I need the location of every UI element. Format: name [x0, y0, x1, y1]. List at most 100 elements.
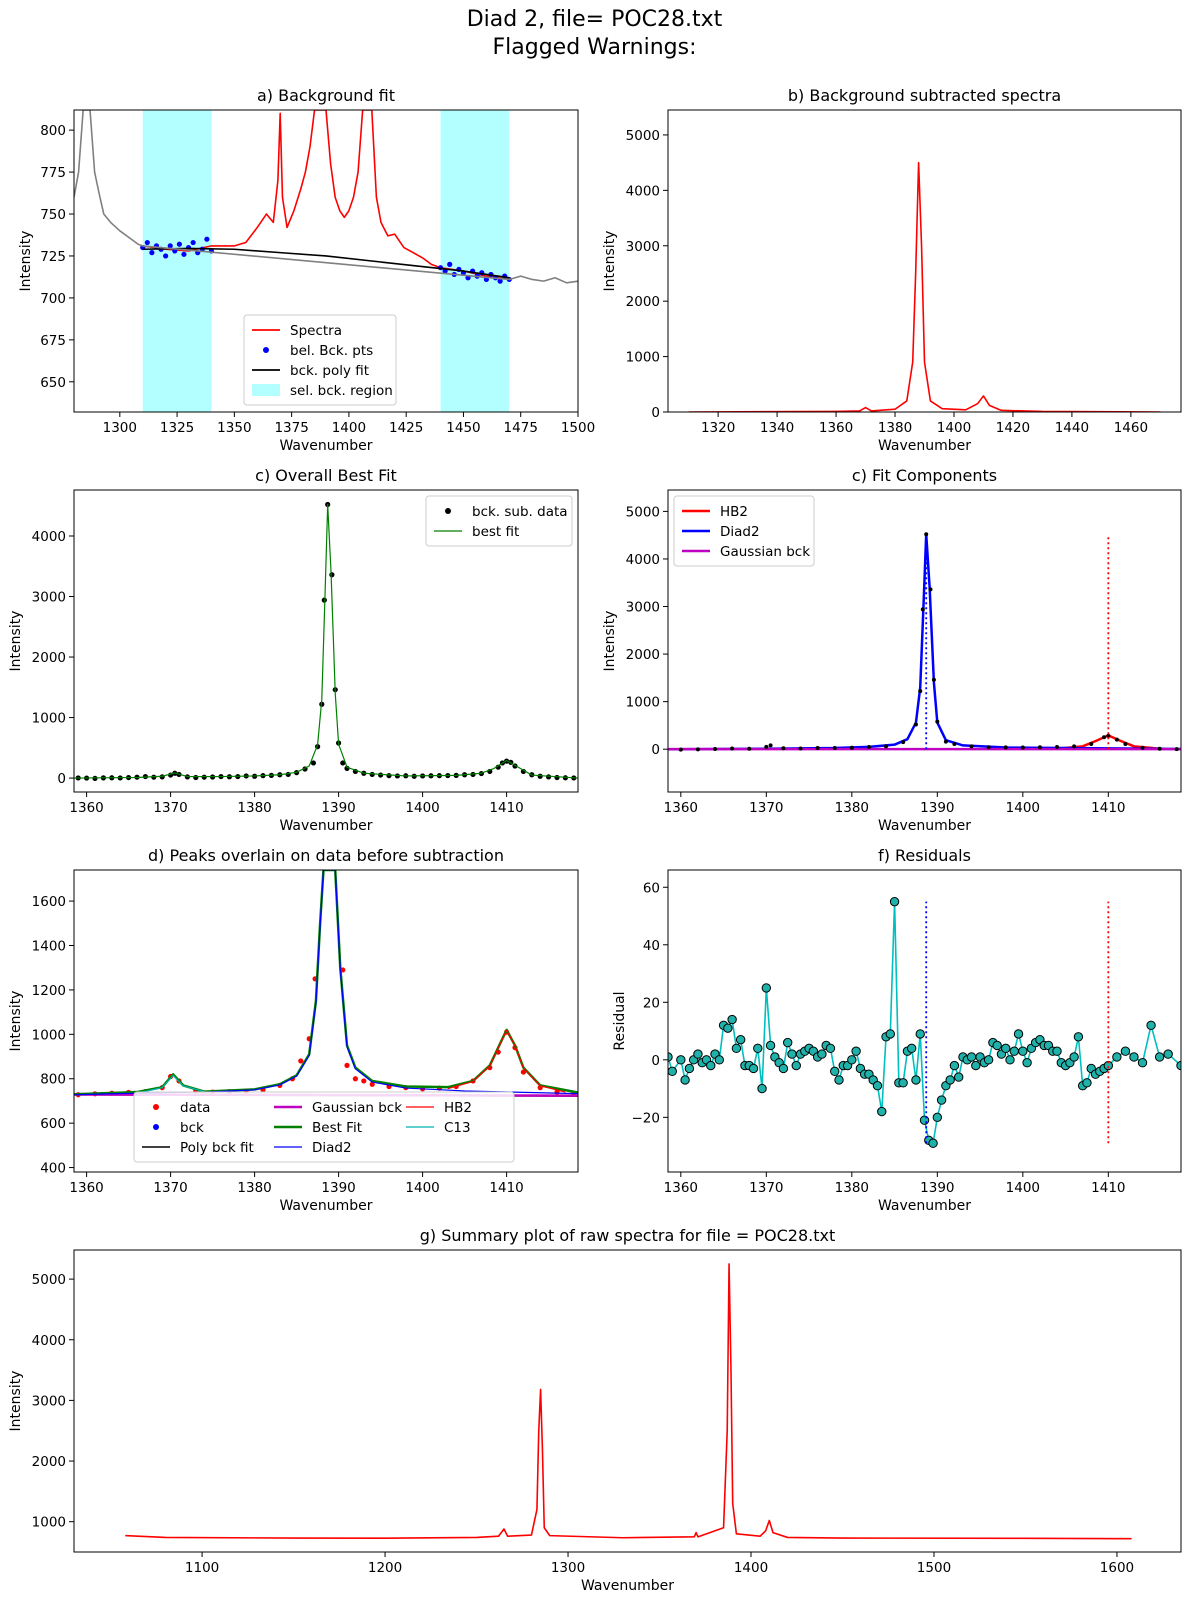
y-tick-label: 2000 [32, 1454, 66, 1470]
data-point [352, 1076, 358, 1082]
x-tick-label: 1340 [760, 420, 794, 436]
data-point [928, 587, 933, 592]
plot-area [668, 532, 1181, 752]
data-point [713, 746, 718, 751]
data-point [695, 747, 700, 752]
residual-point [1154, 1052, 1165, 1062]
data-point [310, 760, 316, 766]
y-tick-label: 60 [643, 880, 660, 896]
x-tick-label: 1400 [1006, 800, 1040, 816]
y-tick-label: 5000 [626, 128, 660, 144]
chart-c2: 1360 1370 1380 1390 1400 1410 0 1000 2000 3000 400… [602, 466, 1182, 834]
residual-point [676, 1055, 686, 1065]
y-tick-label: 1200 [32, 983, 66, 999]
residual-point [693, 1049, 703, 1059]
series-best-fit [74, 503, 578, 779]
residual-point [1022, 1058, 1032, 1068]
x-tick-label: 1460 [1114, 420, 1148, 436]
residual-point [1082, 1078, 1092, 1088]
data-point [386, 773, 392, 779]
x-tick-label: 1410 [1091, 1180, 1125, 1196]
axes-frame [73, 869, 579, 1173]
x-tick-label: 1380 [835, 800, 869, 816]
x-tick-label: 1400 [405, 1180, 439, 1196]
series-hb2 [447, 1029, 566, 1093]
y-tick-label: 5000 [626, 504, 660, 520]
x-tick-label: 1440 [1055, 420, 1089, 436]
x-tick-label: 1420 [996, 420, 1030, 436]
chart-g: 1100 1200 1300 1400 1500 1600 1000 2000 3000 4000… [8, 1226, 1182, 1594]
y-tick-label: 0 [651, 405, 660, 421]
y-axis-label: Intensity [8, 991, 24, 1052]
data-point [730, 746, 735, 751]
data-point [1157, 746, 1162, 751]
residual-point [757, 1083, 767, 1094]
y-tick-label: 800 [40, 1072, 66, 1088]
residual-point [668, 1052, 673, 1062]
y-axis-label: Intensity [8, 1371, 24, 1432]
data-point [931, 677, 936, 682]
y-tick-label: 1000 [626, 695, 660, 711]
residual-point [1129, 1052, 1139, 1062]
x-tick-label: 1360 [664, 1180, 698, 1196]
data-point [1140, 745, 1145, 750]
x-tick-label: 1200 [368, 1560, 402, 1576]
axes-frame [667, 869, 1182, 1173]
x-tick-label: 1410 [489, 1180, 523, 1196]
x-tick-label: 1370 [153, 800, 187, 816]
data-point [554, 774, 560, 781]
residual-point [1112, 1052, 1122, 1062]
data-point [144, 239, 150, 246]
residual-point [778, 1063, 789, 1074]
data-point [190, 239, 196, 246]
residual-point [1018, 1046, 1028, 1056]
legend-label: C13 [444, 1120, 471, 1136]
data-point [369, 1081, 375, 1087]
legend-label: data [180, 1100, 210, 1116]
legend-label: Diad2 [720, 524, 760, 540]
legend-label: Gaussian bck [720, 544, 810, 560]
y-tick-label: 3000 [32, 1393, 66, 1409]
y-tick-label: 400 [40, 1161, 66, 1177]
data-point [1089, 741, 1094, 746]
data-point [913, 722, 918, 727]
x-tick-label: 1400 [332, 420, 366, 436]
data-point [943, 739, 948, 744]
legend-swatch [153, 1104, 159, 1110]
chart-title: g) Summary plot of raw spectra for file … [420, 1226, 835, 1245]
chart-a: 1300 1325 1350 1375 1400 1425 1450 1475 1500 650 6… [18, 86, 595, 454]
axes-frame [667, 489, 1182, 793]
x-axis-label: Wavenumber [279, 438, 372, 454]
data-point [884, 744, 889, 749]
x-tick-label: 1390 [321, 1180, 355, 1196]
y-tick-label: 1000 [626, 350, 660, 366]
data-point [1072, 744, 1077, 749]
x-tick-label: 1325 [160, 420, 194, 436]
x-tick-label: 1100 [185, 1560, 219, 1576]
series-diad2 [668, 532, 1181, 751]
data-point [781, 746, 786, 751]
data-point [1055, 745, 1060, 750]
data-point [849, 745, 854, 750]
y-tick-label: 0 [651, 742, 660, 758]
residual-point [834, 1075, 844, 1085]
y-tick-label: 4000 [626, 552, 660, 568]
residual-point [1005, 1055, 1015, 1065]
x-tick-label: 1500 [561, 420, 595, 436]
legend-label: HB2 [720, 504, 748, 520]
data-point [935, 719, 940, 724]
series-g-0 [125, 1263, 1132, 1540]
y-tick-label: 0 [57, 771, 66, 787]
x-tick-label: 1360 [69, 800, 103, 816]
legend-swatch [445, 508, 451, 514]
axes-frame [667, 109, 1182, 413]
residual-point [1146, 1020, 1156, 1031]
residual-point [735, 1034, 746, 1045]
residual-point [684, 1063, 695, 1074]
x-tick-label: 1380 [878, 420, 912, 436]
y-tick-label: 1000 [32, 1027, 66, 1043]
data-point [201, 774, 207, 780]
data-point [1114, 737, 1119, 742]
residual-point [919, 1115, 930, 1125]
